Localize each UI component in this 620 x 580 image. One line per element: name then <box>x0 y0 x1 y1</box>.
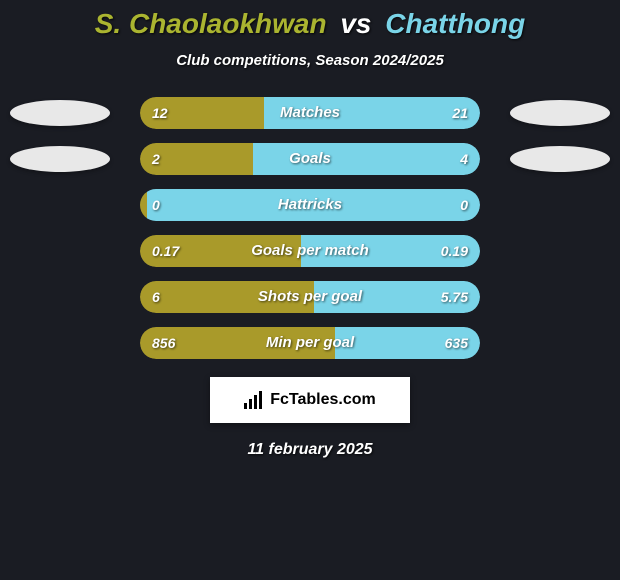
stat-value-right: 0.19 <box>441 235 468 267</box>
stat-row: 6Shots per goal5.75 <box>0 281 620 313</box>
stat-label: Hattricks <box>140 189 480 221</box>
stat-rows: 12Matches212Goals40Hattricks00.17Goals p… <box>0 97 620 359</box>
brand-text: FcTables.com <box>270 391 376 409</box>
stat-label: Goals per match <box>140 235 480 267</box>
player-ellipse <box>10 100 110 126</box>
stat-row: 0.17Goals per match0.19 <box>0 235 620 267</box>
comparison-card: S. Chaolaokhwan vs Chatthong Club compet… <box>0 0 620 580</box>
player1-name: S. Chaolaokhwan <box>95 8 327 39</box>
stat-value-right: 0 <box>460 189 468 221</box>
player-ellipse <box>510 100 610 126</box>
stat-label: Shots per goal <box>140 281 480 313</box>
stat-label: Matches <box>140 97 480 129</box>
stat-value-right: 21 <box>452 97 468 129</box>
date-text: 11 february 2025 <box>0 441 620 459</box>
stat-label: Goals <box>140 143 480 175</box>
stat-row: 0Hattricks0 <box>0 189 620 221</box>
title: S. Chaolaokhwan vs Chatthong <box>0 8 620 40</box>
stat-label: Min per goal <box>140 327 480 359</box>
brand-badge: FcTables.com <box>210 377 410 423</box>
stat-value-right: 5.75 <box>441 281 468 313</box>
vs-text: vs <box>340 8 371 39</box>
stat-value-right: 4 <box>460 143 468 175</box>
player2-name: Chatthong <box>385 8 525 39</box>
stat-value-right: 635 <box>445 327 468 359</box>
chart-icon <box>244 391 264 409</box>
player-ellipse <box>510 146 610 172</box>
subtitle: Club competitions, Season 2024/2025 <box>0 52 620 69</box>
player-ellipse <box>10 146 110 172</box>
stat-row: 856Min per goal635 <box>0 327 620 359</box>
